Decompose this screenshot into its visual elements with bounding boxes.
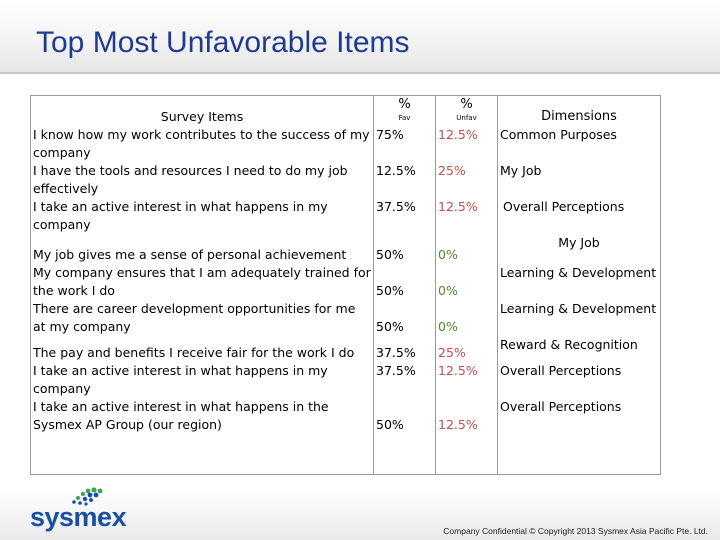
table-row: My company ensures that I am adequately …: [30, 264, 661, 300]
fav-value: 50%: [373, 300, 436, 336]
fav-value: 37.5%: [373, 198, 436, 234]
survey-item: There are career development opportuniti…: [30, 300, 374, 336]
table-row: The pay and benefits I receive fair for …: [30, 336, 661, 362]
dimension: Learning & Development: [497, 264, 661, 300]
title-divider: [0, 72, 720, 74]
dimension: My Job: [497, 234, 661, 264]
survey-item: My job gives me a sense of personal achi…: [30, 234, 374, 264]
survey-item: I take an active interest in what happen…: [30, 398, 374, 434]
table-row: I have the tools and resources I need to…: [30, 162, 661, 198]
survey-item: I know how my work contributes to the su…: [30, 126, 374, 162]
dimension: Learning & Development: [497, 300, 661, 336]
dimension: Overall Perceptions: [497, 362, 661, 398]
table-row: I take an active interest in what happen…: [30, 362, 661, 398]
header-unfav: % Unfav: [435, 95, 498, 126]
fav-value: 50%: [373, 398, 436, 434]
page-title: Top Most Unfavorable Items: [36, 26, 410, 59]
unfav-value: 25%: [435, 162, 498, 198]
header-fav-sub: Fav: [398, 114, 411, 122]
logo-text: sysmex: [30, 502, 127, 532]
header-dimensions: Dimensions: [497, 95, 661, 126]
empty-cell: [497, 434, 661, 475]
survey-item: I have the tools and resources I need to…: [30, 162, 374, 198]
table-row: There are career development opportuniti…: [30, 300, 661, 336]
empty-cell: [435, 434, 498, 475]
header-dimensions-label: Dimensions: [541, 109, 617, 124]
table-row: My job gives me a sense of personal achi…: [30, 234, 661, 264]
survey-item: My company ensures that I am adequately …: [30, 264, 374, 300]
table-row: I take an active interest in what happen…: [30, 198, 661, 234]
fav-value: 37.5%: [373, 362, 436, 398]
survey-table: Survey Items % Fav % Unfav Dimensions I …: [30, 95, 661, 475]
unfav-value: 12.5%: [435, 126, 498, 162]
unfav-value: 0%: [435, 234, 498, 264]
unfav-value: 12.5%: [435, 198, 498, 234]
unfav-value: 0%: [435, 264, 498, 300]
unfav-value: 12.5%: [435, 362, 498, 398]
table-row-empty: [30, 434, 661, 475]
fav-value: 50%: [373, 234, 436, 264]
dimension: Overall Perceptions: [497, 398, 661, 434]
header-survey-items: Survey Items: [30, 95, 374, 126]
empty-cell: [30, 434, 374, 475]
fav-value: 12.5%: [373, 162, 436, 198]
table-row: I know how my work contributes to the su…: [30, 126, 661, 162]
dimension: Common Purposes: [497, 126, 661, 162]
footer-band: [0, 490, 720, 540]
header-fav-symbol: %: [398, 97, 411, 112]
fav-value: 50%: [373, 264, 436, 300]
unfav-value: 12.5%: [435, 398, 498, 434]
unfav-value: 0%: [435, 300, 498, 336]
dimension: Reward & Recognition: [497, 336, 661, 362]
dimension: Overall Perceptions: [497, 198, 661, 234]
unfav-value: 25%: [435, 336, 498, 362]
dimension: My Job: [497, 162, 661, 198]
sysmex-dots-logo-icon: [72, 487, 103, 506]
header-unfav-sub: Unfav: [456, 114, 477, 122]
table-header-row: Survey Items % Fav % Unfav Dimensions: [30, 95, 661, 126]
header-unfav-symbol: %: [460, 97, 473, 112]
survey-item: I take an active interest in what happen…: [30, 198, 374, 234]
survey-item: The pay and benefits I receive fair for …: [30, 336, 374, 362]
copyright-text: Company Confidential © Copyright 2013 Sy…: [443, 526, 708, 536]
survey-item: I take an active interest in what happen…: [30, 362, 374, 398]
table-row: I take an active interest in what happen…: [30, 398, 661, 434]
empty-cell: [373, 434, 436, 475]
fav-value: 75%: [373, 126, 436, 162]
header-band: [0, 0, 720, 74]
fav-value: 37.5%: [373, 336, 436, 362]
header-fav: % Fav: [373, 95, 436, 126]
